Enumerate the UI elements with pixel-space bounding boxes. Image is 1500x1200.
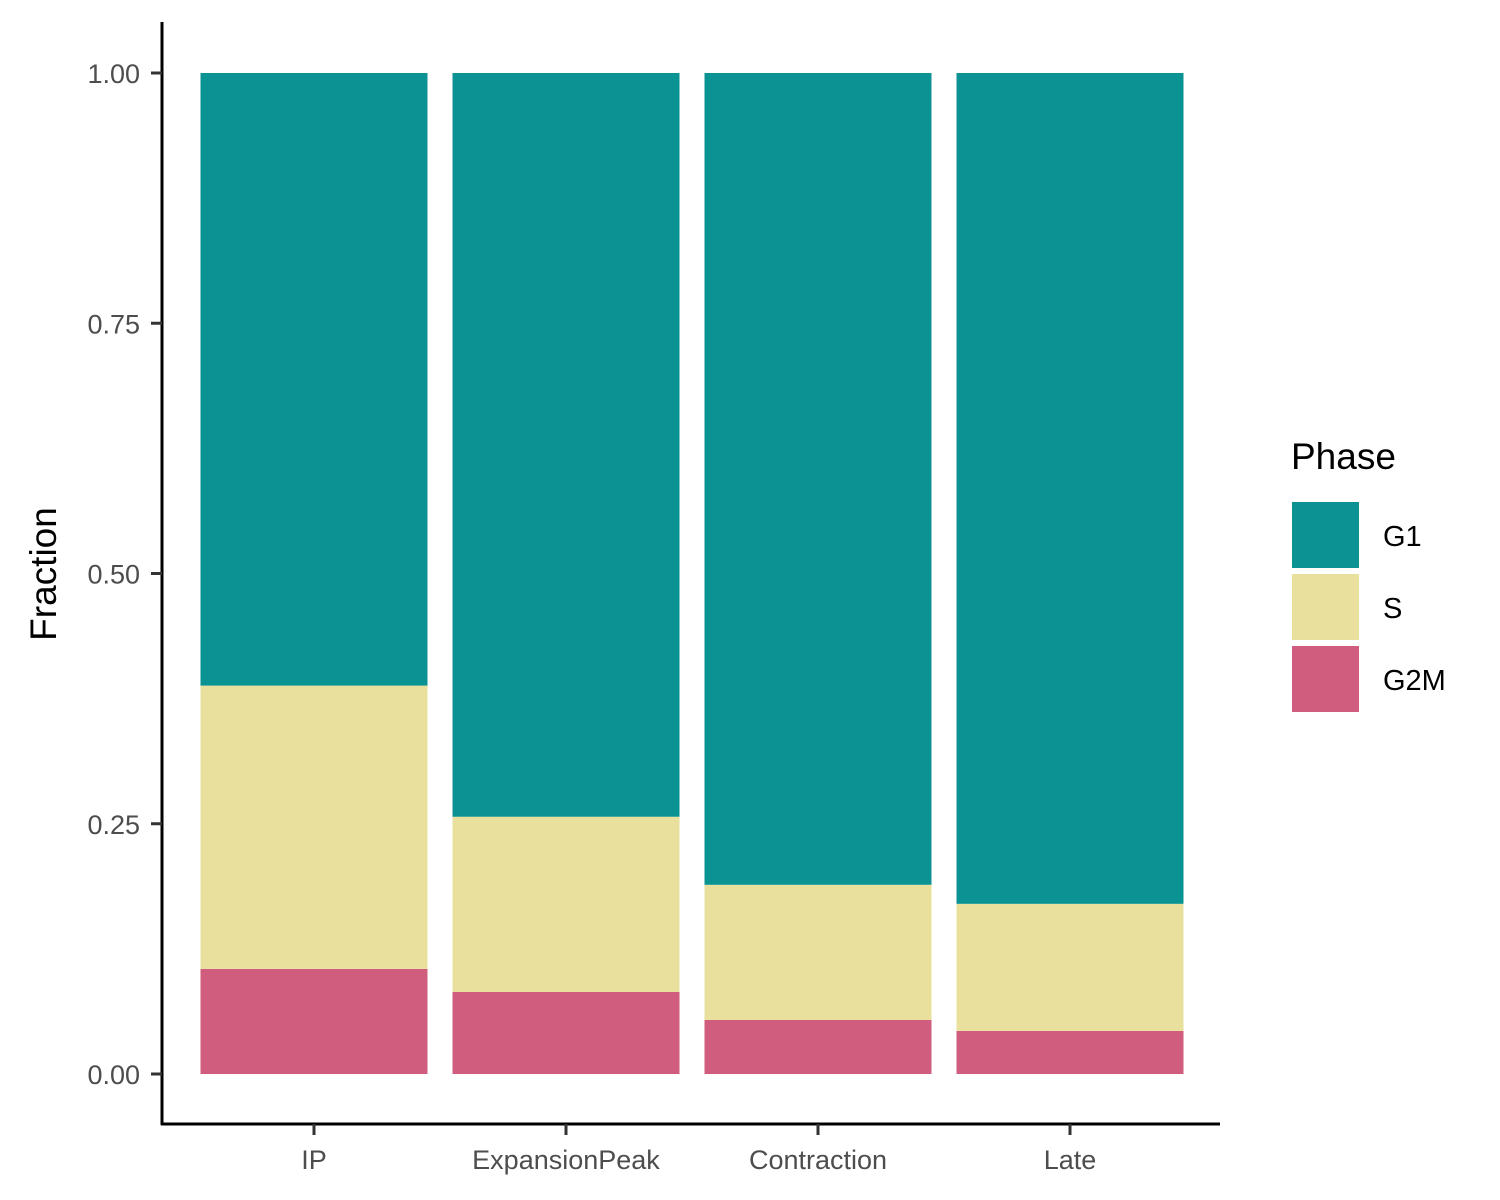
x-tick-label: ExpansionPeak [472,1145,660,1175]
legend-key-g2m [1292,646,1359,712]
y-tick-label: 0.00 [87,1060,140,1090]
y-tick-label: 0.50 [87,560,140,590]
bar-contraction-g2m [704,1019,932,1074]
bar-ip-s [200,685,428,969]
y-axis-ticks: 0.00 0.25 0.50 0.75 1.00 [87,59,162,1090]
bar-late-s [956,903,1184,1031]
legend-title: Phase [1291,436,1396,477]
x-axis-ticks: IP ExpansionPeak Contraction Late [301,1124,1096,1175]
y-tick-label: 0.75 [87,309,140,339]
legend-key-s [1292,574,1359,640]
legend-label-s: S [1383,593,1402,625]
bars-group [200,73,1184,1074]
bar-late-g1 [956,73,1184,904]
x-tick-label: IP [301,1145,327,1175]
legend-key-g1 [1292,502,1359,568]
bar-contraction-g1 [704,73,932,885]
bar-expansionpeak-g2m [452,991,680,1074]
x-tick-label: Contraction [749,1145,887,1175]
y-axis-title: Fraction [23,507,64,641]
y-tick-label: 1.00 [87,59,140,89]
legend-label-g1: G1 [1383,521,1422,553]
y-tick-label: 0.25 [87,810,140,840]
legend: Phase G1 S G2M [1291,436,1446,712]
bar-contraction-s [704,884,932,1020]
bar-late-g2m [956,1030,1184,1074]
bar-expansionpeak-s [452,816,680,992]
x-tick-label: Late [1044,1145,1097,1175]
bar-ip-g1 [200,73,428,686]
bar-expansionpeak-g1 [452,73,680,817]
legend-label-g2m: G2M [1383,665,1446,697]
bar-ip-g2m [200,968,428,1074]
